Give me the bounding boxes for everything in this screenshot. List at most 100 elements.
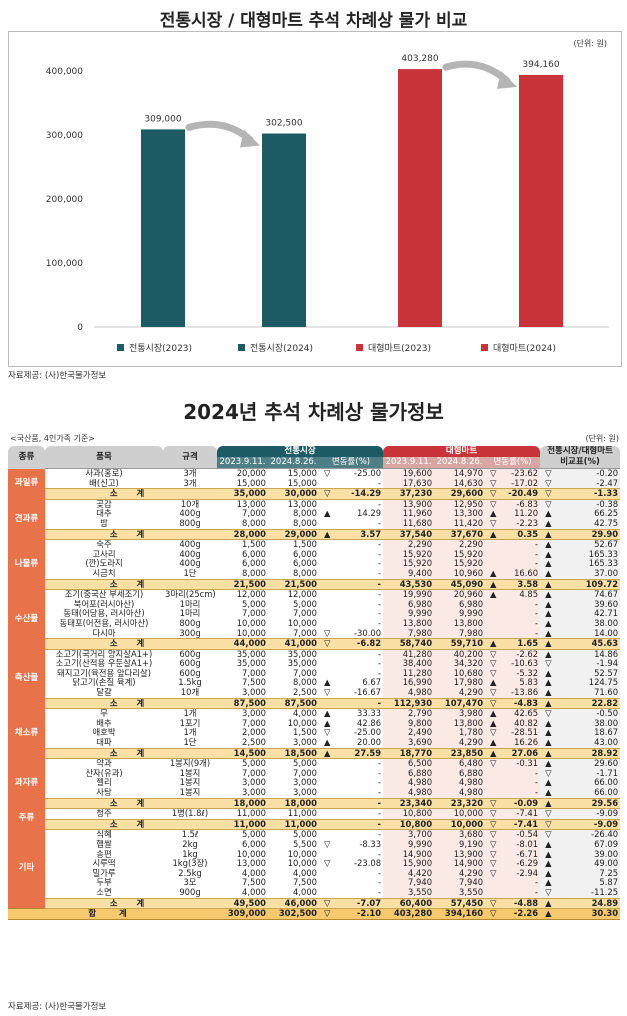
change-value: 24.89	[591, 898, 619, 908]
mart-price-2023: 112,930	[383, 697, 435, 710]
change-value: -8.33	[359, 839, 382, 849]
mart-price-2023: 38,400	[383, 659, 435, 669]
mart-change: ▽ -0.09	[485, 797, 541, 810]
compare-value: ▲ 124.75	[540, 678, 621, 689]
change-value: -	[377, 819, 382, 829]
compare-value: ▲ 165.33	[540, 549, 621, 560]
change-value: -1.33	[593, 488, 619, 499]
mart-price-2023: 4,420	[383, 868, 435, 879]
y-tick-label: 200,000	[46, 195, 83, 205]
change-value: 38.00	[594, 718, 619, 728]
mart-price-2024: 9,190	[434, 839, 486, 850]
change-value: 42.86	[357, 718, 382, 728]
trad-price-2024: 5,500	[293, 839, 317, 849]
item-name: 곶감	[45, 498, 163, 510]
change-symbol: ▽	[490, 668, 497, 678]
change-value: 18.67	[594, 728, 619, 738]
change-value: 7.25	[599, 868, 619, 878]
item-spec: 1마리	[179, 599, 201, 609]
item-spec: 400g	[179, 549, 201, 559]
mart-change: ▽ -2.23	[485, 518, 541, 530]
change-value: -7.41	[513, 819, 539, 829]
change-value: -20.49	[508, 488, 539, 499]
trad-price-2023: 35,000	[217, 488, 268, 500]
table-row: 산자(유과) 1봉지 7,000 7,000-6,880 6,880- ▽ -1.71	[8, 768, 621, 779]
trad-change: -	[319, 578, 384, 591]
header-large-mart: 대형마트	[383, 446, 541, 457]
mart-price-2023: 4,980	[383, 688, 435, 699]
change-value: -	[535, 788, 539, 797]
trad-change: -	[319, 697, 384, 710]
chart-panel: (단위: 원) 0 100,000 200,000 300,000 400,000 309…	[8, 31, 622, 367]
trad-price-2024: 30,000	[268, 488, 319, 500]
table-row: 밤 800g 8,000 8,000 -11,680 11,420 ▽ -2.23 ▲ 42.75	[8, 518, 621, 530]
table-row: 애호박 1개 2,000 1,500 ▽ -25.00 2,490 1,780 ▽ -28.51 ▲…	[8, 728, 621, 739]
trad-change: ▽ -14.29	[319, 488, 384, 500]
trad-change: ▽ -30.00	[319, 629, 383, 639]
change-symbol: ▽	[490, 908, 497, 919]
change-value: -25.00	[354, 728, 382, 738]
category-label: 축산물	[8, 649, 45, 709]
trad-price-2024: 18,500	[268, 747, 319, 760]
trad-change: ▽ -2.10	[319, 908, 384, 920]
item-spec: 1kg(3장)	[172, 859, 208, 869]
change-value: -14.29	[351, 488, 382, 499]
mart-price-2024: 13,800	[434, 618, 486, 629]
trad-price-2023: 7,500	[242, 678, 266, 688]
item-spec: 800g	[179, 618, 201, 628]
compare-value: ▲ 52.57	[540, 668, 621, 679]
header-mart-change: 변동률(%)	[485, 457, 541, 469]
change-value: 37.00	[594, 568, 619, 578]
change-symbol: ▲	[545, 609, 552, 619]
mart-change: -	[485, 887, 541, 899]
change-value: -9.09	[593, 819, 619, 829]
mart-price-2024: 37,670	[434, 528, 486, 541]
compare-value: ▲ 29.56	[540, 797, 621, 810]
item-spec: 1단	[183, 568, 197, 578]
item-name: 다시마	[92, 628, 116, 638]
table-row: 나물류 숙주 400g 1,500 1,500-2,290 2,290- ▲ 52.67	[8, 539, 621, 590]
change-value: 66.25	[594, 509, 619, 519]
item-spec: 1봉지	[179, 788, 201, 797]
trad-price-2023: 5,000	[217, 829, 268, 840]
compare-value: ▲ 18.67	[540, 728, 621, 739]
trad-change: -	[319, 619, 383, 629]
subtotal-row: 소 계 87,500 87,500-112,930 107,470 ▽ -4.83 ▲ 22.…	[8, 697, 621, 710]
change-symbol: ▲	[545, 539, 552, 550]
change-value: 165.33	[588, 549, 619, 559]
item-spec: 900g	[179, 887, 201, 897]
trad-change: ▲ 3.57	[319, 528, 384, 541]
change-symbol: ▲	[324, 529, 331, 539]
mart-change: ▽ -23.62	[485, 467, 541, 479]
change-value: -	[378, 829, 382, 840]
mart-price-2023: 403,280	[383, 908, 435, 920]
change-symbol: ▲	[490, 678, 497, 688]
chart-unit: (단위: 원)	[573, 39, 607, 48]
change-value: -2.26	[513, 908, 539, 919]
change-value: -5.32	[516, 668, 539, 678]
bar	[141, 129, 185, 327]
trad-price-2023: 2,000	[242, 728, 266, 738]
change-symbol: ▲	[545, 688, 552, 698]
compare-value: ▽ -0.20	[540, 467, 621, 479]
trad-change: -	[319, 559, 383, 569]
change-symbol: ▲	[545, 628, 552, 638]
change-symbol: ▽	[490, 849, 497, 859]
trad-price-2024: 5,000	[268, 829, 319, 840]
mart-price-2024: 15,920	[434, 559, 486, 569]
change-value: -28.51	[511, 728, 539, 738]
table-row: 동태포(어전용, 러시아산) 800g 10,000 10,000-13,800 13,…	[8, 618, 621, 629]
change-value: -30.00	[354, 628, 382, 638]
mart-price-2024: 12,950	[434, 498, 486, 510]
category-label: 기타	[8, 829, 45, 909]
change-symbol: ▽	[490, 758, 497, 769]
mart-price-2023: 16,990	[383, 678, 435, 689]
change-symbol: ▽	[490, 798, 497, 808]
mart-price-2024: 59,710	[434, 638, 486, 650]
chart-title: 전통시장 / 대형마트 추석 차례상 물가 비교	[159, 11, 468, 31]
trad-price-2024: 4,000	[293, 868, 317, 878]
change-symbol: ▲	[545, 518, 552, 528]
trad-price-2023: 5,000	[242, 599, 266, 609]
trad-price-2024: 35,000	[268, 648, 319, 660]
trad-price-2024: 2,500	[293, 688, 317, 698]
